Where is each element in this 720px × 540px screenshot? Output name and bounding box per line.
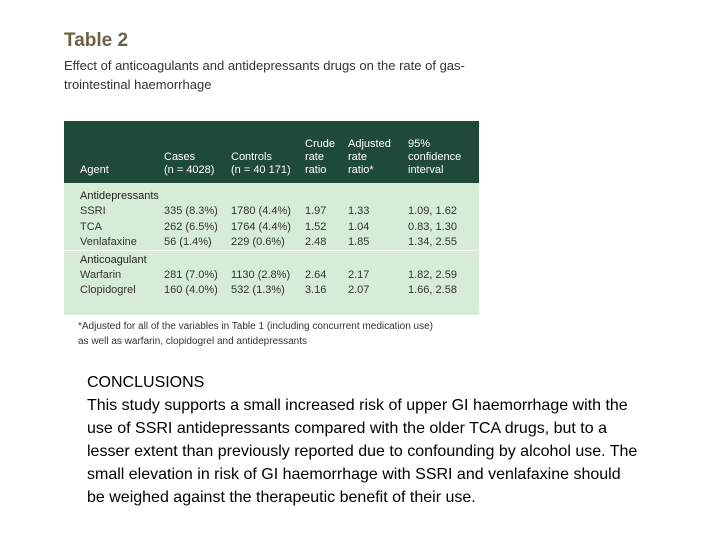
table-cell: 1.97: [305, 205, 327, 217]
section-label: Anticoagulant: [80, 253, 147, 266]
column-header: Cases (n = 4028): [164, 151, 214, 177]
table-cell: 2.07: [348, 284, 370, 296]
table-cell: 262 (6.5%): [164, 220, 218, 233]
header-line: Controls: [231, 151, 272, 163]
table-cell: 1780 (4.4%): [231, 205, 291, 217]
section-separator: [64, 249, 479, 251]
table-cell: 160 (4.0%): [164, 284, 218, 296]
table-cell: 1.85: [348, 236, 370, 248]
table-cell: 335 (8.3%): [164, 205, 218, 217]
header-line: interval: [408, 164, 444, 176]
agent-name: Clopidogrel: [80, 284, 136, 296]
table-title: Table 2: [64, 30, 129, 51]
header-line: rate: [348, 151, 367, 163]
table-cell: 0.83, 1.30: [408, 220, 457, 233]
header-line: rate: [305, 151, 324, 163]
table-cell: 1764 (4.4%): [231, 220, 291, 233]
table-cell: 229 (0.6%): [231, 236, 285, 248]
header-line: ratio: [305, 164, 327, 176]
header-line: 95%: [408, 138, 431, 150]
table-cell: 1.82, 2.59: [408, 268, 457, 281]
table-cell: 1.66, 2.58: [408, 284, 457, 296]
table-cell: 1.04: [348, 220, 370, 233]
header-line: Adjusted: [348, 138, 391, 150]
table-cell: 532 (1.3%): [231, 284, 285, 296]
caption-line: Effect of anticoagulants and antidepress…: [64, 58, 465, 73]
conclusions-text: This study supports a small increased ri…: [87, 397, 638, 506]
table-cell: 1.33: [348, 205, 370, 217]
header-line: Crude: [305, 138, 335, 150]
table-cell: 281 (7.0%): [164, 268, 218, 281]
header-line: (n = 4028): [164, 164, 215, 176]
conclusions-heading: CONCLUSIONS: [87, 374, 205, 391]
table-cell: 2.48: [305, 236, 327, 248]
agent-name: Venlafaxine: [80, 236, 137, 248]
table-cell: 1.09, 1.62: [408, 205, 457, 217]
header-line: ratio*: [348, 164, 374, 176]
column-header: Agent: [80, 164, 109, 177]
table-cell: 56 (1.4%): [164, 236, 212, 248]
conclusions: CONCLUSIONS This study supports a small …: [87, 371, 642, 509]
agent-name: Warfarin: [80, 268, 122, 281]
agent-name: TCA: [80, 220, 102, 233]
header-line: Cases: [164, 151, 196, 163]
header-line: Agent: [80, 164, 109, 176]
header-line: confidence: [408, 151, 462, 163]
agent-name: SSRI: [80, 205, 106, 217]
table-cell: 2.64: [305, 268, 327, 281]
caption-line: trointestinal haemorrhage: [64, 77, 212, 92]
footnote-line: *Adjusted for all of the variables in Ta…: [78, 321, 434, 332]
table-cell: 3.16: [305, 284, 327, 296]
footnote-line: as well as warfarin, clopidogrel and ant…: [78, 336, 308, 347]
column-header: 95% confidence interval: [408, 138, 461, 177]
table-cell: 1130 (2.8%): [231, 268, 291, 281]
column-header: Controls (n = 40 171): [231, 151, 291, 177]
table-header: Agent Cases (n = 4028) Controls (n = 40 171)…: [64, 121, 479, 183]
table-cell: 2.17: [348, 268, 370, 281]
column-header: Adjusted rate ratio*: [348, 138, 391, 177]
table-cell: 1.52: [305, 220, 327, 233]
table-cell: 1.34, 2.55: [408, 236, 457, 248]
header-line: (n = 40 171): [231, 164, 291, 176]
section-label: Antidepressants: [80, 190, 159, 202]
table-body: Antidepressants SSRI 335 (8.3%) 1780 (4.4%)…: [64, 183, 479, 315]
column-header: Crude rate ratio: [305, 138, 335, 177]
